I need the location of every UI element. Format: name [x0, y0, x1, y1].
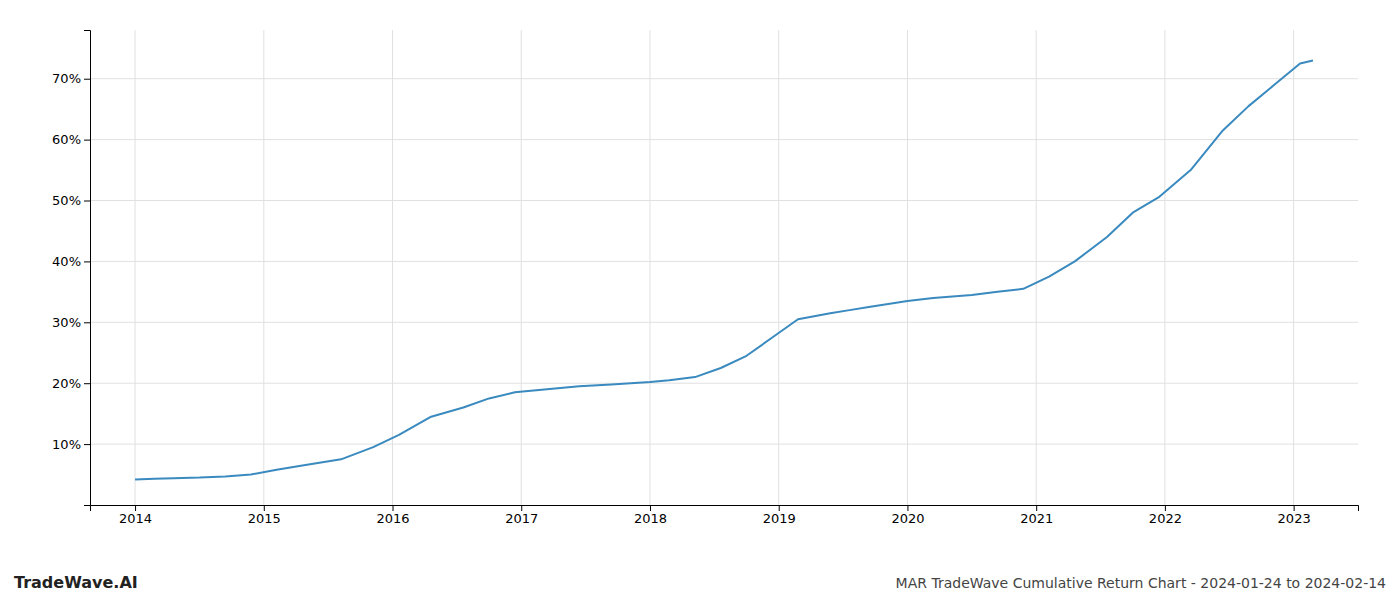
tick-mark	[1294, 505, 1295, 511]
x-axis-tick: 2023	[1278, 505, 1311, 526]
tick-label: 2017	[505, 511, 538, 526]
y-axis: 10% 20% 30% 40% 50% 60% 70%	[52, 31, 90, 506]
grid-line	[1164, 30, 1165, 505]
plot-area	[135, 60, 1313, 479]
title: MAR TradeWave Cumulative Return Chart - …	[896, 575, 1386, 591]
tick-label: 2020	[891, 511, 924, 526]
tick-label: 2021	[1020, 511, 1053, 526]
tick-mark	[650, 505, 651, 511]
grid-line	[907, 30, 908, 505]
y-axis-tick: 30%	[52, 315, 90, 330]
grid-line	[649, 30, 650, 505]
y-axis-tick: 70%	[52, 71, 90, 86]
grid-line	[392, 30, 393, 505]
tick-label: 2015	[248, 511, 281, 526]
tick-label: 2014	[119, 511, 152, 526]
grid-line	[90, 322, 1358, 323]
tick-mark	[135, 505, 136, 511]
x-axis-tick: 2021	[1020, 505, 1053, 526]
x-axis-tick: 2019	[763, 505, 796, 526]
line	[135, 60, 1313, 479]
y-axis-tick: 50%	[52, 193, 90, 208]
y-axis-line	[84, 31, 91, 506]
y-axis-tick: 10%	[52, 437, 90, 452]
chart: 2014 2015 2016 2017 2018 2019 2020 2021 2022 2023…	[0, 0, 1400, 600]
tick-mark	[1036, 505, 1037, 511]
tick-mark	[393, 505, 394, 511]
x-axis-tick: 2014	[119, 505, 152, 526]
grid	[90, 30, 1358, 505]
grid-line	[778, 30, 779, 505]
tick-mark	[264, 505, 265, 511]
tick-mark	[779, 505, 780, 511]
grid-line	[90, 261, 1358, 262]
x-axis-tick: 2020	[891, 505, 924, 526]
tick-mark	[84, 79, 90, 80]
x-axis-tick: 2016	[376, 505, 409, 526]
tick-label: 2019	[763, 511, 796, 526]
grid-line	[90, 444, 1358, 445]
grid-line	[135, 30, 136, 505]
x-axis: 2014 2015 2016 2017 2018 2019 2020 2021 2022 2023	[91, 505, 1359, 526]
y-axis-tick: 20%	[52, 376, 90, 391]
tick-label: 10%	[52, 437, 81, 452]
grid-line	[90, 139, 1358, 140]
grid-line	[90, 200, 1358, 201]
tick-label: 2016	[376, 511, 409, 526]
y-axis-tick: 60%	[52, 132, 90, 147]
tick-label: 2022	[1149, 511, 1182, 526]
grid-line	[1036, 30, 1037, 505]
tick-mark	[84, 261, 90, 262]
tick-mark	[84, 322, 90, 323]
tick-mark	[84, 383, 90, 384]
y-axis-tick: 40%	[52, 254, 90, 269]
x-axis-line	[91, 506, 1359, 512]
x-axis-tick: 2022	[1149, 505, 1182, 526]
tick-mark	[84, 201, 90, 202]
tick-mark	[84, 140, 90, 141]
grid-line	[90, 383, 1358, 384]
x-axis-tick: 2015	[248, 505, 281, 526]
grid-line	[90, 78, 1358, 79]
tick-label: 40%	[52, 254, 81, 269]
tick-mark	[1165, 505, 1166, 511]
tick-label: 50%	[52, 193, 81, 208]
x-axis-tick: 2017	[505, 505, 538, 526]
tick-mark	[521, 505, 522, 511]
tick-label: 70%	[52, 71, 81, 86]
grid-line	[521, 30, 522, 505]
grid-line	[1293, 30, 1294, 505]
tick-mark	[907, 505, 908, 511]
tick-label: 2023	[1278, 511, 1311, 526]
tick-mark	[84, 444, 90, 445]
tick-label: 20%	[52, 376, 81, 391]
tick-label: 60%	[52, 132, 81, 147]
tick-label: 30%	[52, 315, 81, 330]
x-axis-tick: 2018	[634, 505, 667, 526]
watermark: TradeWave.AI	[14, 573, 138, 592]
grid-line	[263, 30, 264, 505]
tick-label: 2018	[634, 511, 667, 526]
